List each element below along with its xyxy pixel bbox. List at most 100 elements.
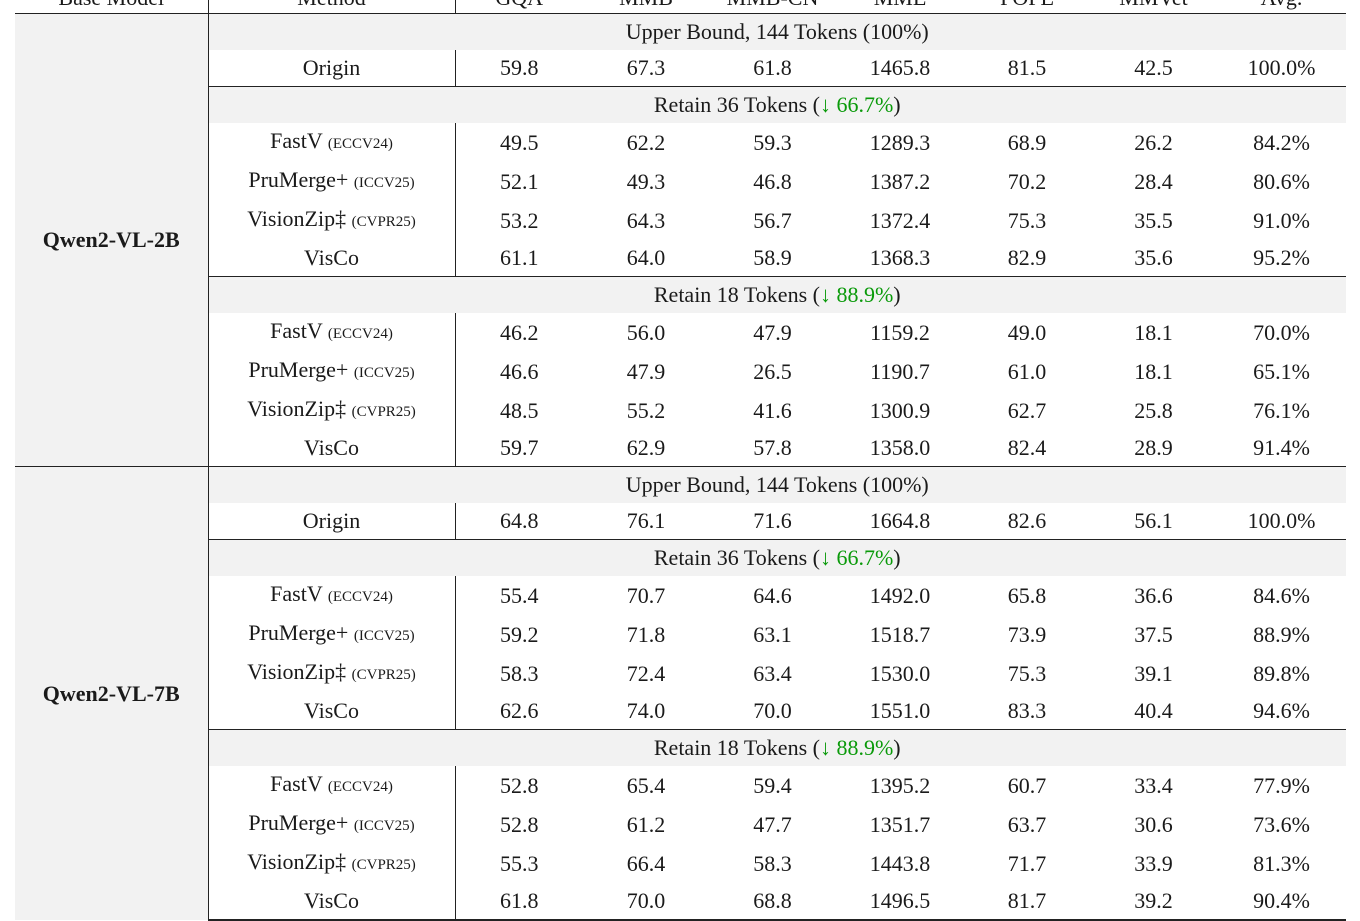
method-venue: (ICCV25) [353, 818, 415, 834]
method-venue: (CVPR25) [351, 857, 416, 873]
value-cell: 81.7 [964, 883, 1090, 921]
method-name: VisionZip‡ [247, 659, 347, 684]
method-venue: (ICCV25) [353, 175, 415, 191]
method-name: VisCo [304, 245, 359, 270]
value-cell: 48.5 [500, 397, 539, 423]
value-cell: 33.4 [1134, 772, 1173, 798]
value-cell: 71.6 [753, 508, 792, 533]
value-cell: 1387.2 [869, 168, 931, 194]
value-cell: 1358.0 [836, 430, 964, 467]
value-cell: 95.2% [1253, 245, 1310, 270]
value-cell: 70.2 [1007, 168, 1047, 194]
method-venue: (ICCV25) [353, 628, 415, 644]
table-row: FastV (ECCV24) 46.2 56.0 47.9 1159.2 49.0 18.1… [15, 313, 1346, 352]
value-cell: 46.8 [753, 168, 792, 194]
value-cell: 88.9% [1253, 621, 1310, 647]
method-cell: Origin [208, 503, 456, 540]
value-cell: 82.4 [964, 430, 1090, 467]
value-cell: 40.4 [1134, 698, 1173, 723]
value-cell: 58.3 [500, 660, 539, 686]
value-cell: 1368.3 [869, 245, 931, 270]
value-cell: 1300.9 [869, 397, 931, 423]
reduction-percent: ↓ 66.7% [819, 545, 894, 570]
value-cell: 57.8 [709, 430, 836, 467]
method-name: Origin [302, 508, 361, 533]
value-cell: 62.7 [1007, 397, 1047, 423]
value-cell: 63.4 [753, 660, 792, 686]
method-name: FastV [270, 771, 323, 796]
value-cell: 58.9 [753, 245, 792, 270]
section-header-row: Retain 36 Tokens (↓ 66.7%) [15, 539, 1346, 576]
value-cell: 91.4% [1217, 430, 1346, 467]
value-cell: 55.3 [500, 850, 539, 876]
table-row: VisCo 61.8 70.0 68.8 1496.5 81.7 39.2 90.4% [15, 883, 1346, 921]
table-row: VisionZip‡ (CVPR25) 53.2 64.3 56.7 1372.4 75.… [15, 201, 1346, 240]
value-cell: 1496.5 [836, 883, 964, 921]
value-cell: 1372.4 [869, 207, 931, 233]
value-cell: 82.6 [1007, 508, 1047, 533]
value-cell: 82.9 [1007, 245, 1047, 270]
value-cell: 1465.8 [869, 55, 931, 80]
method-cell: VisionZip‡ (CVPR25) [208, 844, 456, 883]
value-cell: 26.2 [1134, 129, 1173, 155]
table-row: VisCo 61.1 64.0 58.9 1368.3 82.9 35.6 95.2% [15, 240, 1346, 277]
value-cell: 83.3 [1007, 698, 1047, 723]
value-cell: 28.9 [1090, 430, 1217, 467]
table-row: VisionZip‡ (CVPR25) 58.3 72.4 63.4 1530.0 75.… [15, 654, 1346, 693]
value-cell: 46.2 [500, 319, 539, 345]
table-row: VisCo 59.7 62.9 57.8 1358.0 82.4 28.9 91.4% [15, 430, 1346, 467]
table-row: Origin 64.8 76.1 71.6 1664.8 82.6 56.1 100.0% [15, 503, 1346, 540]
value-cell: 37.5 [1134, 621, 1173, 647]
value-cell: 1492.0 [869, 582, 931, 608]
column-header: Method [208, 0, 456, 14]
method-cell: VisCo [208, 883, 456, 921]
value-cell: 47.9 [753, 319, 792, 345]
value-cell: 39.2 [1090, 883, 1217, 921]
value-cell: 53.2 [500, 207, 539, 233]
value-cell: 59.8 [500, 55, 539, 80]
method-venue: (CVPR25) [351, 404, 416, 420]
method-name: PruMerge+ [248, 357, 349, 382]
section-header-row: Retain 18 Tokens (↓ 88.9%) [15, 276, 1346, 313]
value-cell: 73.6% [1253, 811, 1310, 837]
value-cell: 100.0% [1247, 508, 1316, 533]
method-venue: (ECCV24) [327, 589, 393, 605]
value-cell: 68.9 [1007, 129, 1047, 155]
table-row: Origin 59.8 67.3 61.8 1465.8 81.5 42.5 100.0% [15, 50, 1346, 87]
method-cell: FastV (ECCV24) [208, 123, 456, 162]
value-cell: 89.8% [1253, 660, 1310, 686]
section-title-prefix: Retain 18 Tokens ( [653, 735, 820, 760]
value-cell: 72.4 [626, 660, 666, 686]
value-cell: 59.2 [500, 621, 539, 647]
method-venue: (ECCV24) [327, 779, 393, 795]
method-cell: VisionZip‡ (CVPR25) [208, 391, 456, 430]
value-cell: 64.8 [500, 508, 539, 533]
value-cell: 1289.3 [869, 129, 931, 155]
value-cell: 49.3 [626, 168, 666, 194]
value-cell: 100.0% [1247, 55, 1316, 80]
method-name: FastV [270, 581, 323, 606]
section-title: Upper Bound, 144 Tokens (100%) [208, 13, 1346, 50]
section-title-suffix: ) [893, 545, 901, 570]
value-cell: 71.7 [1007, 850, 1047, 876]
section-title-suffix: ) [893, 92, 901, 117]
value-cell: 55.4 [500, 582, 539, 608]
section-title: Upper Bound, 144 Tokens (100%) [208, 466, 1346, 503]
table-row: PruMerge+ (ICCV25) 59.2 71.8 63.1 1518.7 73.9… [15, 615, 1346, 654]
method-venue: (CVPR25) [351, 214, 416, 230]
table-row: FastV (ECCV24) 52.8 65.4 59.4 1395.2 60.7 33.4… [15, 766, 1346, 805]
value-cell: 35.5 [1134, 207, 1173, 233]
value-cell: 59.3 [753, 129, 792, 155]
value-cell: 71.8 [626, 621, 666, 647]
section-header-row: Retain 36 Tokens (↓ 66.7%) [15, 86, 1346, 123]
value-cell: 1664.8 [869, 508, 931, 533]
value-cell: 26.5 [753, 358, 792, 384]
value-cell: 52.8 [500, 772, 539, 798]
value-cell: 84.6% [1253, 582, 1310, 608]
value-cell: 1443.8 [869, 850, 931, 876]
value-cell: 18.1 [1134, 358, 1173, 384]
value-cell: 18.1 [1134, 319, 1173, 345]
method-name: VisCo [304, 435, 359, 460]
reduction-percent: ↓ 66.7% [819, 92, 894, 117]
value-cell: 35.6 [1134, 245, 1173, 270]
